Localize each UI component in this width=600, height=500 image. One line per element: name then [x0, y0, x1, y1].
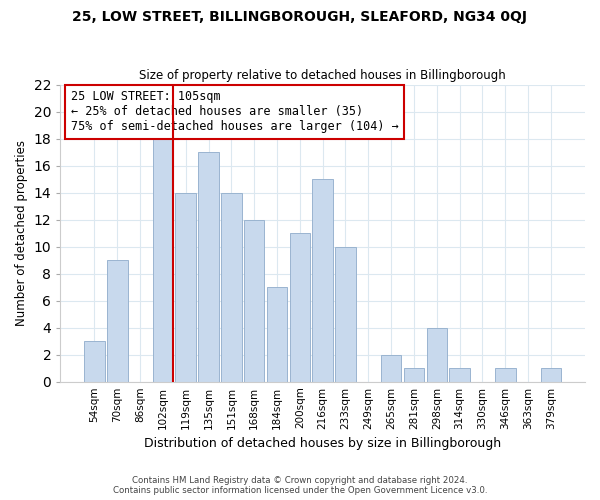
Bar: [267, 287, 287, 382]
Bar: [175, 192, 196, 382]
Bar: [244, 220, 265, 382]
Bar: [541, 368, 561, 382]
Bar: [84, 341, 105, 382]
Bar: [495, 368, 515, 382]
Bar: [107, 260, 128, 382]
Bar: [313, 179, 333, 382]
Bar: [427, 328, 447, 382]
Bar: [152, 138, 173, 382]
Text: 25 LOW STREET: 105sqm
← 25% of detached houses are smaller (35)
75% of semi-deta: 25 LOW STREET: 105sqm ← 25% of detached …: [71, 90, 398, 134]
Bar: [335, 246, 356, 382]
Bar: [221, 192, 242, 382]
Y-axis label: Number of detached properties: Number of detached properties: [15, 140, 28, 326]
X-axis label: Distribution of detached houses by size in Billingborough: Distribution of detached houses by size …: [144, 437, 501, 450]
Bar: [198, 152, 219, 382]
Bar: [381, 354, 401, 382]
Text: Contains HM Land Registry data © Crown copyright and database right 2024.
Contai: Contains HM Land Registry data © Crown c…: [113, 476, 487, 495]
Bar: [404, 368, 424, 382]
Title: Size of property relative to detached houses in Billingborough: Size of property relative to detached ho…: [139, 69, 506, 82]
Bar: [449, 368, 470, 382]
Text: 25, LOW STREET, BILLINGBOROUGH, SLEAFORD, NG34 0QJ: 25, LOW STREET, BILLINGBOROUGH, SLEAFORD…: [73, 10, 527, 24]
Bar: [290, 233, 310, 382]
